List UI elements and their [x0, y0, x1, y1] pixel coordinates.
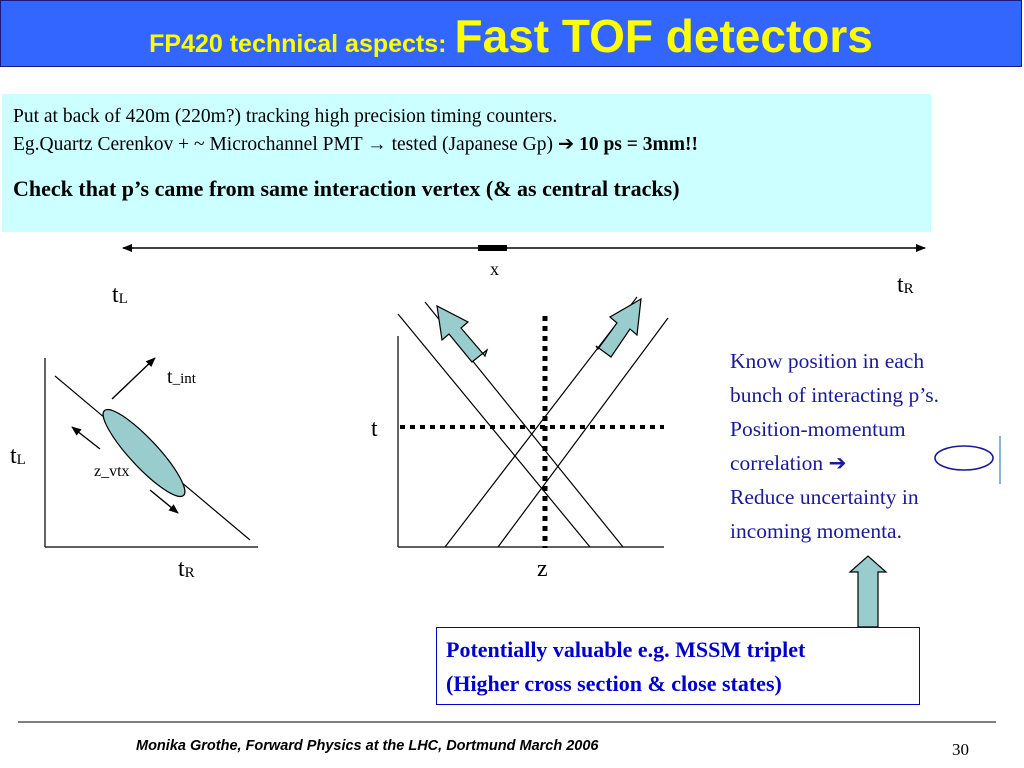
t-int-sub: _int [172, 371, 196, 387]
momentum-ellipse-group [934, 436, 1001, 484]
know-line-5: Reduce uncertainty in [730, 485, 919, 509]
footer-text: Monika Grothe, Forward Physics at the LH… [136, 738, 599, 754]
info-line-2-bold: 10 ps = 3mm!! [579, 134, 698, 155]
block-arrow-up-left [436, 304, 489, 363]
tL-top-label: tL [112, 282, 128, 309]
tR-axis-base: t [178, 556, 185, 582]
left-plot [44, 357, 258, 548]
info-line-2-b: tested (Japanese Gp) [391, 134, 553, 155]
tL-axis-sub: L [16, 452, 26, 468]
tR-top-base: t [897, 272, 904, 298]
tL-axis-base: t [10, 443, 17, 469]
t-int-arrow [111, 357, 156, 400]
know-line-3: Position-momentum [730, 417, 906, 441]
know-line-4: correlation ➔ [730, 451, 847, 475]
valuable-line-1: Potentially valuable e.g. MSSM triplet [446, 637, 806, 662]
slide-title: FP420 technical aspects: Fast TOF detecto… [0, 0, 1022, 67]
block-arrow-up [848, 555, 888, 628]
info-line-2: Eg.Quartz Cerenkov + ~ Microchannel PMT … [13, 131, 931, 159]
z-vtx-arrow-down [149, 489, 179, 514]
tR-axis-sub: R [184, 565, 195, 581]
title-prefix: FP420 technical aspects: [149, 30, 447, 58]
know-line-2: bunch of interacting p’s. [730, 383, 939, 407]
t-int-base: t [167, 366, 173, 388]
info-box: Put at back of 420m (220m?) tracking hig… [2, 94, 931, 232]
t-label: t [371, 416, 378, 442]
tL-axis-label: tL [10, 443, 26, 470]
title-main: Fast TOF detectors [454, 10, 873, 62]
x-label: x [490, 259, 499, 279]
page-number: 30 [952, 740, 969, 759]
z-vtx-arrow-up [71, 426, 101, 450]
middle-plot [397, 296, 669, 548]
info-line-3: Check that p’s came from same interactio… [13, 176, 680, 201]
valuable-box: Potentially valuable e.g. MSSM triplet (… [436, 627, 920, 705]
block-arrow-up-right [595, 297, 642, 358]
tR-axis-label: tR [178, 556, 195, 583]
tR-top-sub: R [903, 281, 914, 297]
x-axis-double-arrow [122, 244, 926, 252]
know-position-text: Know position in each bunch of interacti… [730, 344, 1020, 548]
know-line-1: Know position in each [730, 349, 925, 373]
info-line-2-a: Eg.Quartz Cerenkov + ~ Microchannel PMT [13, 134, 363, 155]
tL-top-sub: L [118, 291, 128, 307]
tL-top-base: t [112, 282, 119, 308]
z-label: z [537, 556, 548, 582]
know-line-6: incoming momenta. [730, 519, 902, 543]
info-line-1: Put at back of 420m (220m?) tracking hig… [13, 106, 558, 127]
right-arrow-icon: → [367, 134, 387, 155]
t-int-label: t_int [167, 366, 196, 389]
bold-arrow-icon: ➔ [557, 134, 575, 155]
vertex-ellipse [102, 408, 186, 498]
title-bar [0, 0, 1022, 67]
tR-top-label: tR [897, 272, 914, 299]
valuable-line-2: (Higher cross section & close states) [446, 671, 782, 696]
momentum-ellipse [934, 445, 994, 471]
z-vtx-label: z_vtx [94, 463, 130, 480]
